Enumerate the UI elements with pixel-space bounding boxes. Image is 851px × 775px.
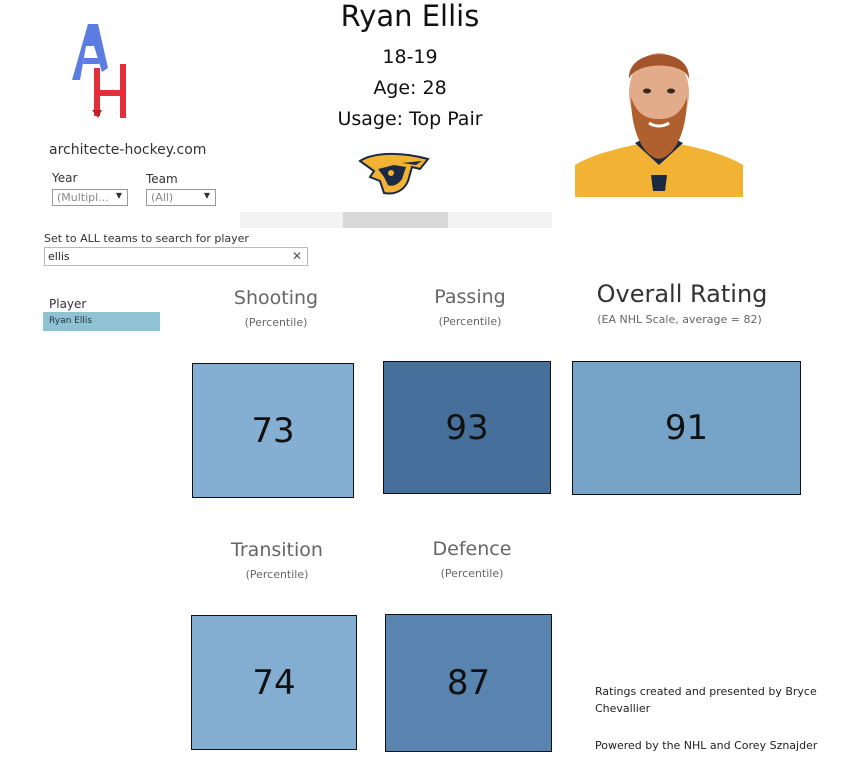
player-headshot [575, 35, 743, 197]
year-label: Year [52, 171, 78, 185]
defence-title: Defence [432, 538, 512, 560]
chevron-down-icon: ▼ [115, 191, 122, 200]
passing-subtitle: (Percentile) [438, 315, 502, 328]
search-value: ellis [48, 250, 70, 263]
credit-text: Ratings created and presented by Bryce C… [595, 685, 817, 715]
search-hint: Set to ALL teams to search for player [44, 232, 249, 245]
player-search-input[interactable]: ellis ✕ [44, 247, 308, 266]
shooting-value: 73 [251, 410, 295, 451]
team-select-value: (All) [151, 191, 174, 204]
defence-subtitle: (Percentile) [440, 567, 504, 580]
passing-value: 93 [445, 407, 489, 448]
team-label: Team [146, 172, 178, 186]
site-url[interactable]: architecte-hockey.com [49, 142, 207, 158]
shooting-tile[interactable]: 73 [192, 363, 354, 498]
passing-tile[interactable]: 93 [383, 361, 551, 494]
age: Age: 28 [373, 77, 447, 99]
season: 18-19 [382, 46, 438, 68]
shooting-title: Shooting [233, 287, 319, 309]
team-select[interactable]: (All) ▼ [146, 189, 216, 206]
load-progress-bar [240, 212, 552, 228]
site-logo [64, 18, 136, 123]
overall-tile[interactable]: 91 [572, 361, 801, 495]
overall-subtitle: (EA NHL Scale, average = 82) [597, 313, 762, 326]
transition-title: Transition [231, 539, 323, 561]
transition-tile[interactable]: 74 [191, 615, 357, 750]
player-select[interactable]: Ryan Ellis [43, 312, 160, 331]
clear-icon[interactable]: ✕ [291, 249, 302, 263]
chevron-down-icon: ▼ [203, 191, 210, 200]
player-select-value: Ryan Ellis [49, 316, 93, 326]
passing-title: Passing [434, 286, 506, 308]
overall-title: Overall Rating [596, 280, 768, 308]
year-select-value: (Multipl... [57, 191, 109, 204]
usage: Usage: Top Pair [337, 108, 483, 130]
defence-tile[interactable]: 87 [385, 614, 552, 752]
player-name: Ryan Ellis [340, 0, 480, 33]
defence-value: 87 [446, 663, 491, 703]
transition-subtitle: (Percentile) [245, 568, 309, 581]
team-logo [358, 151, 430, 195]
powered-text: Powered by the NHL and Corey Sznajder [595, 739, 818, 752]
progress-segment [343, 212, 448, 228]
year-select[interactable]: (Multipl... ▼ [52, 189, 128, 206]
transition-value: 74 [252, 662, 296, 703]
player-label: Player [49, 297, 87, 311]
shooting-subtitle: (Percentile) [244, 316, 308, 329]
overall-value: 91 [664, 408, 709, 448]
